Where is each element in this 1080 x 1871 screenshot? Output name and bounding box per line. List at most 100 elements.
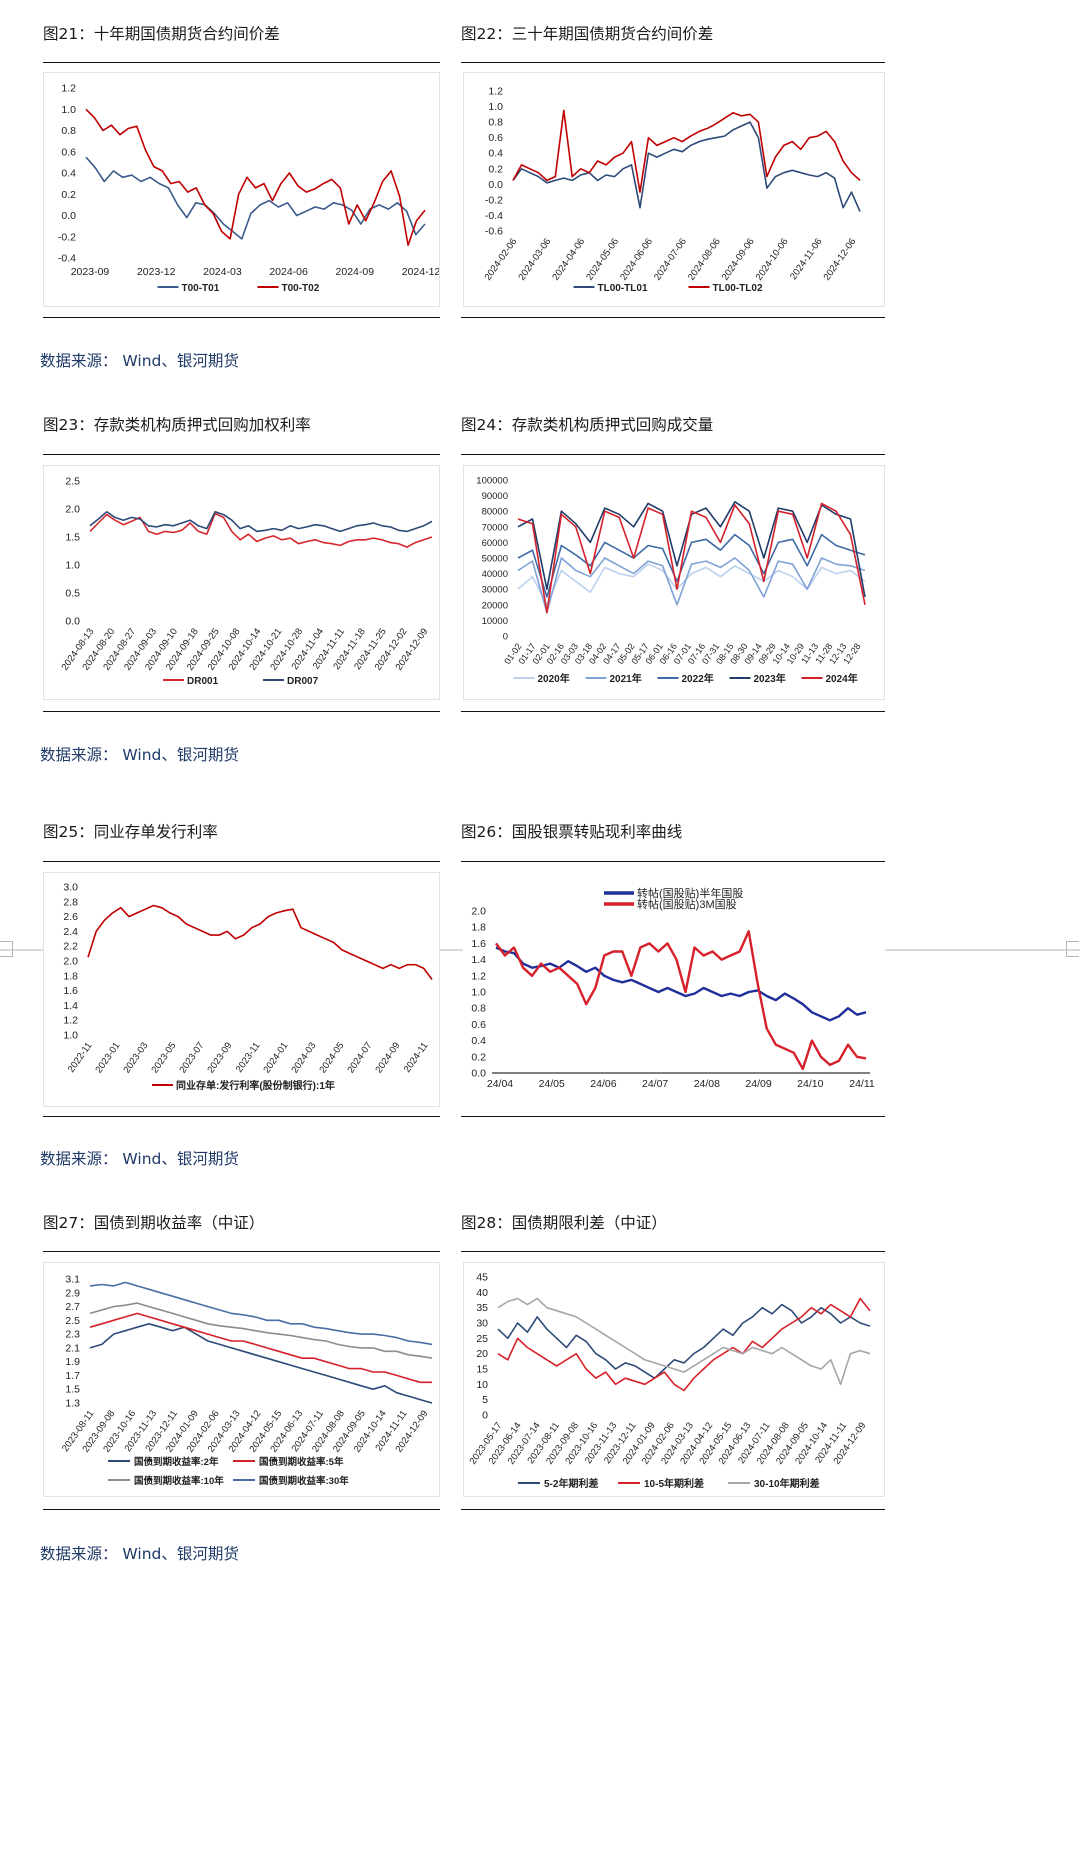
fig21-top-rule [43, 62, 440, 63]
chart-24: 100000 90000 80000 70000 60000 50000 40000 3000… [463, 465, 885, 700]
c21-series-0 [85, 156, 426, 240]
c24-legend-label: 2022年 [682, 672, 714, 685]
c21-xtick: 2024-03 [203, 266, 242, 278]
c26-xtick: 24/05 [539, 1078, 565, 1090]
c28-ytick: 5 [482, 1394, 488, 1406]
c27-ytick: 1.5 [65, 1384, 80, 1396]
c24-legend-label: 2023年 [754, 672, 786, 685]
c23-ytick: 2.0 [65, 504, 80, 516]
c22-ytick: 1.2 [488, 86, 503, 98]
c22-ytick: 0.6 [488, 132, 503, 144]
c28-legend-label: 30-10年期利差 [754, 1477, 820, 1490]
chart-25: 3.0 2.8 2.6 2.4 2.2 2.0 1.8 1.6 1.4 1.2 1.0 2022-11… [43, 872, 440, 1107]
c27-legend-label: 国债到期收益率:10年 [134, 1475, 224, 1487]
fig21-bottom-rule [43, 317, 440, 318]
source-note-1: 数据来源： Wind、银河期货 [40, 352, 239, 370]
c22-xtick: 2024-04-06 [550, 236, 587, 282]
fig27-title: 图27：国债到期收益率（中证） [43, 1214, 265, 1232]
c25-xtick: 2024-01 [261, 1040, 290, 1075]
c25-ytick: 2.2 [63, 941, 78, 953]
c24-ytick: 0 [503, 632, 508, 643]
c27-legend-label: 国债到期收益率:30年 [259, 1475, 349, 1487]
c23-legend-label: DR007 [287, 676, 319, 687]
c22-ytick: 1.0 [488, 101, 503, 113]
c23-ytick: 0.0 [65, 616, 80, 628]
c25-xtick: 2023-05 [149, 1040, 178, 1075]
c22-xtick: 2024-07-06 [652, 236, 689, 282]
c25-ytick: 2.0 [63, 956, 78, 968]
c24-ytick: 50000 [482, 554, 508, 565]
chart-27: 3.1 2.9 2.7 2.5 2.3 2.1 1.9 1.7 1.5 1.3 2023-08-11… [43, 1262, 440, 1497]
c22-legend-label: TL00-TL02 [713, 283, 763, 294]
c25-xtick: 2023-11 [234, 1040, 263, 1074]
c24-ytick: 60000 [482, 538, 508, 549]
c21-ytick: 0.4 [61, 168, 76, 180]
c26-ytick: 2.0 [471, 906, 486, 918]
c22-xtick: 2024-11-06 [788, 236, 824, 282]
c28-series-0 [497, 1303, 871, 1379]
c24-legend-label: 2020年 [538, 672, 570, 685]
fig23-title: 图23：存款类机构质押式回购加权利率 [43, 416, 311, 434]
fig26-bottom-rule [461, 1116, 885, 1117]
c23-ytick: 1.0 [65, 560, 80, 572]
page-marker-left [0, 941, 13, 957]
c26-ytick: 0.8 [471, 1003, 486, 1015]
c27-ytick: 3.1 [65, 1274, 80, 1286]
c24-ytick: 90000 [482, 491, 508, 502]
c22-legend-label: TL00-TL01 [598, 283, 648, 294]
c27-ytick: 2.7 [65, 1301, 80, 1313]
fig24-top-rule [461, 454, 885, 455]
c26-ytick: 0.2 [471, 1051, 486, 1063]
c26-xtick: 24/10 [797, 1078, 823, 1090]
c21-xtick: 2023-09 [71, 266, 110, 278]
chart-23: 2.5 2.0 1.5 1.0 0.5 0.0 2024-08-13 2024-08-20 20… [43, 465, 440, 700]
c25-ytick: 2.6 [63, 911, 78, 923]
c26-ytick: 0.4 [471, 1035, 486, 1047]
c27-series-3 [89, 1281, 433, 1346]
c28-series-1 [497, 1297, 871, 1392]
c22-xtick: 2024-09-06 [720, 236, 757, 282]
c22-xtick: 2024-12-06 [822, 236, 859, 282]
fig25-title: 图25：同业存单发行利率 [43, 823, 218, 841]
c24-series-4 [517, 502, 866, 614]
c21-ytick: -0.4 [58, 253, 76, 265]
c21-legend-label: T00-T02 [282, 283, 320, 294]
fig27-bottom-rule [43, 1509, 440, 1510]
c27-series-0 [89, 1322, 433, 1404]
c28-ytick: 40 [476, 1287, 488, 1299]
c21-legend-label: T00-T01 [182, 283, 220, 294]
c23-series-1 [89, 510, 433, 533]
c25-xtick: 2023-07 [177, 1040, 206, 1075]
c27-ytick: 2.1 [65, 1342, 80, 1354]
c28-series-2 [497, 1297, 871, 1386]
c26-ytick: 1.2 [471, 970, 486, 982]
c24-ytick: 20000 [482, 600, 508, 611]
c25-ytick: 1.0 [63, 1030, 78, 1042]
fig28-title: 图28：国债期限利差（中证） [461, 1214, 667, 1232]
c28-ytick: 0 [482, 1410, 488, 1422]
c26-series-0 [495, 946, 867, 1022]
fig23-bottom-rule [43, 711, 440, 712]
c23-series-0 [89, 512, 433, 548]
c24-legend-label: 2021年 [610, 672, 642, 685]
fig23-top-rule [43, 454, 440, 455]
c22-xtick: 2024-06-06 [618, 236, 655, 282]
source-note-2: 数据来源： Wind、银河期货 [40, 746, 239, 764]
c27-series-1 [89, 1312, 432, 1384]
c28-ytick: 10 [476, 1379, 488, 1391]
c25-xtick: 2024-09 [373, 1040, 402, 1075]
c25-ytick: 1.4 [63, 1000, 78, 1012]
c22-xtick: 2024-03-06 [516, 236, 553, 282]
c23-ytick: 0.5 [65, 588, 80, 600]
c25-ytick: 1.8 [63, 970, 78, 982]
fig25-top-rule [43, 861, 440, 862]
c21-ytick: -0.2 [58, 231, 76, 243]
c25-ytick: 3.0 [63, 882, 78, 894]
chart-21: 1.2 1.0 0.8 0.6 0.4 0.2 0.0 -0.2 -0.4 2023-09 2023… [43, 72, 440, 307]
c26-xtick: 24/04 [487, 1078, 513, 1090]
c26-xtick: 24/08 [694, 1078, 720, 1090]
c26-xtick: 24/07 [642, 1078, 668, 1090]
c22-legend: TL00-TL01 TL00-TL02 [573, 283, 763, 294]
chart-26: 2.0 1.8 1.6 1.4 1.2 1.0 0.8 0.6 0.4 0.2 0.0 24/04 24… [463, 872, 885, 1107]
